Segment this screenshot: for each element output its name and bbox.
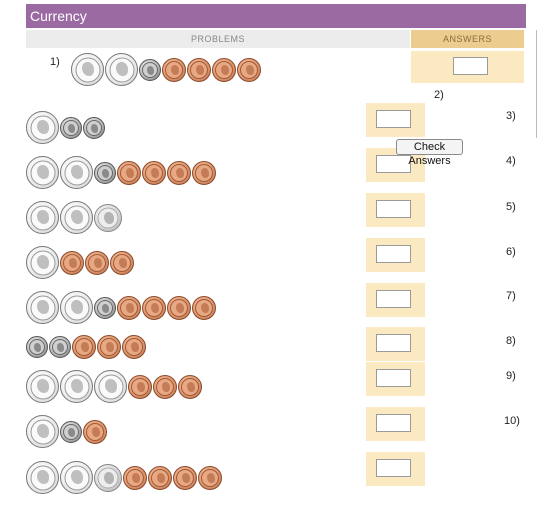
quarter-coin-icon [26, 201, 59, 234]
answer-cell-2 [366, 103, 425, 137]
penny-coin-icon [192, 160, 216, 185]
problem-number-8: 8) [506, 335, 516, 347]
answer-input-7[interactable] [376, 334, 411, 352]
answer-input-1[interactable] [453, 57, 488, 75]
quarter-coin-icon [60, 291, 93, 324]
coin-row-2 [26, 111, 106, 144]
penny-coin-icon [187, 57, 211, 82]
dime-coin-icon [60, 420, 82, 443]
answer-cell-8 [366, 362, 425, 396]
penny-coin-icon [110, 250, 134, 275]
penny-coin-icon [117, 295, 141, 320]
coin-row-7 [26, 335, 147, 359]
answer-cell-5 [366, 238, 425, 272]
penny-coin-icon [85, 250, 109, 275]
penny-coin-icon [72, 335, 96, 359]
nickel-coin-icon [94, 463, 122, 492]
coin-row-3 [26, 156, 217, 189]
quarter-coin-icon [26, 370, 59, 403]
answer-input-10[interactable] [376, 459, 411, 477]
quarter-coin-icon [26, 246, 59, 279]
penny-coin-icon [212, 57, 236, 82]
answers-header: ANSWERS [411, 30, 524, 48]
penny-coin-icon [178, 374, 202, 399]
penny-coin-icon [162, 57, 186, 82]
problem-number-5: 5) [506, 201, 516, 213]
quarter-coin-icon [26, 291, 59, 324]
nickel-coin-icon [94, 203, 122, 232]
penny-coin-icon [192, 295, 216, 320]
coin-row-10 [26, 461, 223, 494]
answer-cell-4 [366, 193, 425, 227]
answer-input-2[interactable] [376, 110, 411, 128]
problem-number-10: 10) [504, 415, 520, 427]
quarter-coin-icon [60, 156, 93, 189]
coin-row-6 [26, 291, 217, 324]
answer-cell-9 [366, 407, 425, 441]
dime-coin-icon [83, 116, 105, 139]
problem-number-2: 2) [434, 89, 444, 101]
answer-input-4[interactable] [376, 200, 411, 218]
penny-coin-icon [83, 419, 107, 444]
problem-number-3: 3) [506, 110, 516, 122]
coin-row-1 [71, 53, 262, 86]
quarter-coin-icon [26, 461, 59, 494]
app-title: Currency [30, 8, 87, 24]
penny-coin-icon [153, 374, 177, 399]
answer-input-3[interactable] [376, 155, 411, 173]
penny-coin-icon [142, 160, 166, 185]
quarter-coin-icon [71, 53, 104, 86]
penny-coin-icon [167, 295, 191, 320]
check-answers-button[interactable]: Check Answers [396, 139, 463, 167]
quarter-coin-icon [60, 201, 93, 234]
quarter-coin-icon [60, 370, 93, 403]
answer-input-5[interactable] [376, 245, 411, 263]
coin-row-9 [26, 415, 108, 448]
problem-number-1: 1) [50, 56, 60, 68]
penny-coin-icon [173, 465, 197, 490]
dime-coin-icon [49, 336, 71, 358]
quarter-coin-icon [94, 370, 127, 403]
dime-coin-icon [139, 58, 161, 81]
penny-coin-icon [97, 335, 121, 359]
penny-coin-icon [148, 465, 172, 490]
coin-row-4 [26, 201, 123, 234]
problems-header: PROBLEMS [26, 30, 410, 48]
answer-cell-1 [411, 51, 524, 83]
quarter-coin-icon [105, 53, 138, 86]
penny-coin-icon [117, 160, 141, 185]
app-title-bar: Currency [26, 4, 526, 28]
penny-coin-icon [237, 57, 261, 82]
quarter-coin-icon [26, 156, 59, 189]
penny-coin-icon [142, 295, 166, 320]
dime-coin-icon [60, 116, 82, 139]
answer-input-8[interactable] [376, 369, 411, 387]
penny-coin-icon [122, 335, 146, 359]
answer-cell-10 [366, 452, 425, 486]
answer-cell-6 [366, 283, 425, 317]
answer-input-6[interactable] [376, 290, 411, 308]
answer-cell-7 [366, 327, 425, 361]
problem-number-4: 4) [506, 155, 516, 167]
quarter-coin-icon [60, 461, 93, 494]
quarter-coin-icon [26, 111, 59, 144]
penny-coin-icon [167, 160, 191, 185]
penny-coin-icon [60, 250, 84, 275]
column-divider [536, 30, 537, 138]
problem-number-6: 6) [506, 246, 516, 258]
answer-input-9[interactable] [376, 414, 411, 432]
penny-coin-icon [198, 465, 222, 490]
coin-row-8 [26, 370, 203, 403]
dime-coin-icon [26, 336, 48, 358]
problem-number-7: 7) [506, 290, 516, 302]
problem-number-9: 9) [506, 370, 516, 382]
dime-coin-icon [94, 296, 116, 319]
coin-row-5 [26, 246, 135, 279]
quarter-coin-icon [26, 415, 59, 448]
penny-coin-icon [128, 374, 152, 399]
penny-coin-icon [123, 465, 147, 490]
dime-coin-icon [94, 161, 116, 184]
